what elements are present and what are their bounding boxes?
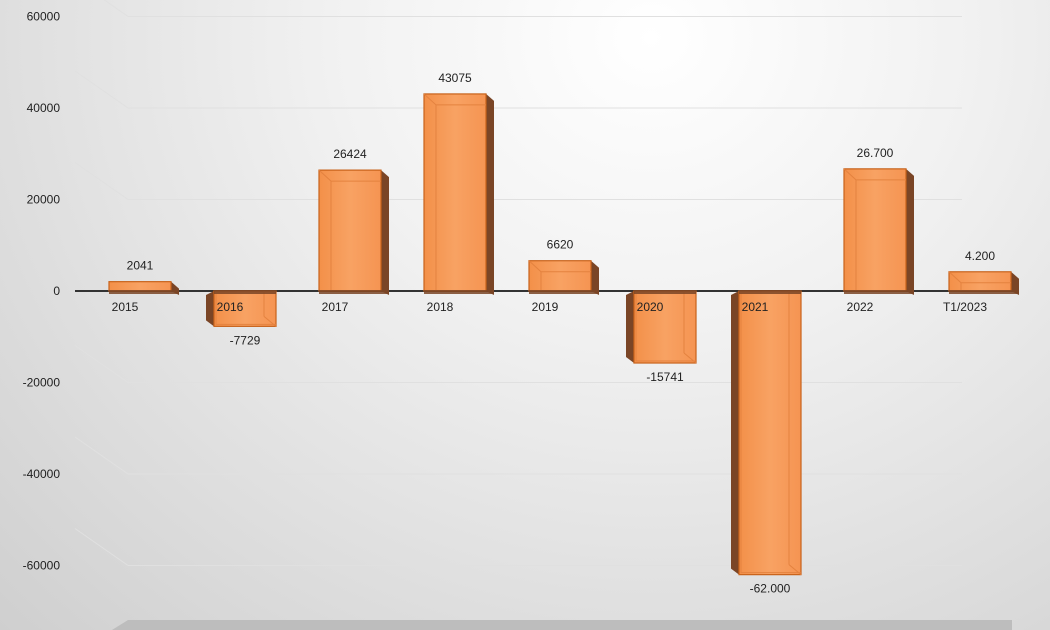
x-tick-label: T1/2023 <box>943 300 987 314</box>
data-label: 6620 <box>547 238 574 252</box>
bar-base <box>634 290 696 294</box>
bar-side <box>1011 271 1019 295</box>
bar-side <box>486 93 494 295</box>
gridline-side <box>74 162 129 200</box>
x-tick-label: 2022 <box>847 300 874 314</box>
bar-bevel <box>215 293 276 325</box>
bar-front <box>843 168 907 292</box>
bar <box>843 168 914 295</box>
data-label: 43075 <box>438 71 472 85</box>
y-tick-label: -40000 <box>23 467 61 481</box>
x-tick-label: 2019 <box>532 300 559 314</box>
bar-bevel <box>740 293 801 574</box>
y-tick-label: 20000 <box>27 193 61 207</box>
bar-front <box>948 271 1012 292</box>
x-tick-label: 2016 <box>217 300 244 314</box>
gridline-side <box>74 436 129 475</box>
bar-base <box>529 290 599 294</box>
x-tick-label: 2021 <box>742 300 769 314</box>
data-label: 2041 <box>127 259 154 273</box>
bar-side <box>591 260 599 295</box>
gridline <box>74 436 962 475</box>
bar-bevel <box>635 293 696 362</box>
bar-side <box>906 168 914 295</box>
bar-front <box>423 93 487 292</box>
bar-front <box>738 290 802 576</box>
bar-front <box>528 260 592 292</box>
bar <box>948 271 1019 295</box>
gridline-side <box>74 345 129 383</box>
bar <box>108 281 179 295</box>
x-tick-label: 2018 <box>427 300 454 314</box>
bar <box>423 93 494 295</box>
bar-front <box>318 169 382 292</box>
bar-bevel-corner <box>683 352 697 364</box>
data-label: -15741 <box>646 370 684 384</box>
gridline-side <box>74 70 129 109</box>
bar-base <box>424 290 494 294</box>
gridline <box>103 0 962 17</box>
gridline-side <box>103 0 129 17</box>
x-tick-label: 2015 <box>112 300 139 314</box>
y-tick-label: 0 <box>53 284 60 298</box>
bar-front <box>108 281 172 292</box>
gridline <box>74 528 962 566</box>
bar-side <box>381 170 389 295</box>
bar <box>318 169 389 295</box>
data-label: 26424 <box>333 147 367 161</box>
bar-base <box>214 290 276 294</box>
gridline <box>74 70 962 109</box>
chart-floor <box>112 620 1012 630</box>
bar-base <box>319 290 389 294</box>
y-tick-label: -60000 <box>23 559 61 573</box>
bar-bevel-corner <box>788 564 802 576</box>
bar <box>626 290 697 364</box>
gridline <box>74 345 962 383</box>
bar <box>206 290 277 327</box>
data-label: -7729 <box>230 333 261 347</box>
data-label: 4.200 <box>965 249 995 263</box>
bar <box>731 290 802 576</box>
x-tick-label: 2017 <box>322 300 349 314</box>
x-tick-label: 2020 <box>637 300 664 314</box>
data-label: 26.700 <box>857 146 894 160</box>
gridline-side <box>74 528 129 566</box>
gridline <box>74 162 962 200</box>
bar-bevel-corner <box>263 315 277 327</box>
bar-side <box>206 291 214 327</box>
bar-base <box>844 290 914 294</box>
bar <box>528 260 599 295</box>
y-tick-label: -20000 <box>23 376 61 390</box>
bar-base <box>949 290 1019 294</box>
y-tick-label: 40000 <box>27 101 61 115</box>
y-tick-label: 60000 <box>27 10 61 24</box>
bar-side <box>626 291 634 364</box>
bar-front <box>633 290 697 364</box>
bar-base <box>109 290 179 294</box>
bar-side <box>731 291 739 575</box>
bar-base <box>739 290 801 294</box>
data-label: -62.000 <box>750 582 791 596</box>
